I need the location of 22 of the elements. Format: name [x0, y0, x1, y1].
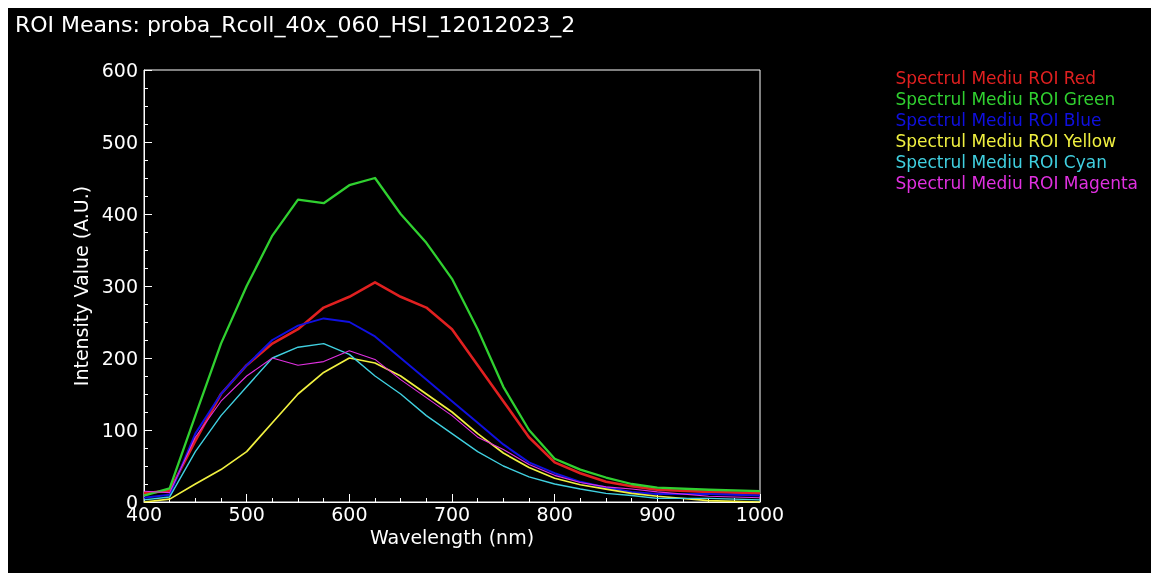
x-tick-label: 800	[536, 502, 573, 525]
text: Spectrul Mediu ROI Yellow	[895, 130, 1117, 151]
x-axis-title: Wavelength (nm)	[369, 526, 535, 549]
x-tick-label: 600	[331, 502, 368, 525]
y-tick-label: 200	[101, 347, 138, 369]
text: Spectrul Mediu ROI Red	[895, 67, 1097, 88]
y-axis-title: Intensity Value (A.U.)	[70, 185, 93, 387]
y-tick-label: 400	[101, 203, 138, 225]
text: Spectrul Mediu ROI Cyan	[895, 151, 1107, 172]
y-tick-label: 500	[101, 131, 138, 153]
x-tick-label: 500	[228, 502, 265, 525]
x-tick-label: 1000	[735, 502, 785, 525]
x-tick-label: 900	[639, 502, 676, 525]
y-tick-label: 600	[101, 59, 138, 81]
y-tick-label: 300	[101, 275, 138, 297]
line-series	[142, 176, 762, 497]
y-tick-label: 100	[101, 419, 138, 441]
x-tick-label: 700	[433, 502, 471, 525]
text: Spectrul Mediu ROI Green	[895, 88, 1116, 109]
text: Spectrul Mediu ROI Magenta	[895, 172, 1139, 193]
text: Spectrul Mediu ROI Blue	[895, 109, 1102, 130]
chart-title: ROI Means: proba_Rcoll_40x_060_HSI_12012023_2	[15, 11, 576, 38]
